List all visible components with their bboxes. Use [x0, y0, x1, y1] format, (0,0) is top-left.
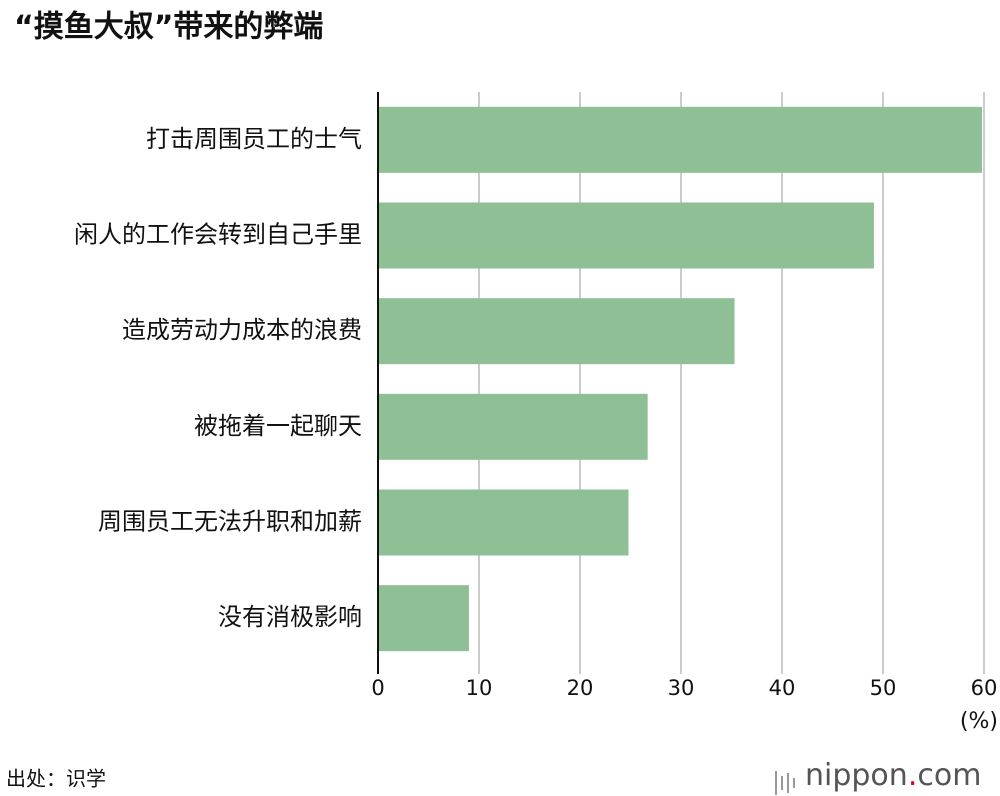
logo-dot: . [908, 758, 918, 793]
bar [378, 585, 469, 652]
y-tick-label: 打击周围员工的士气 [146, 125, 362, 153]
x-tick-label: 60 [971, 676, 998, 700]
logo-part: com [917, 758, 981, 793]
logo: nippon.com [805, 758, 981, 793]
x-tick-label: 20 [567, 676, 594, 700]
bar [378, 106, 982, 173]
logo-part: nippon [805, 758, 908, 793]
x-tick-label: 10 [466, 676, 493, 700]
bar [378, 393, 648, 460]
y-tick-label: 没有消极影响 [218, 603, 362, 631]
bar [378, 202, 874, 269]
x-unit: (%) [960, 709, 998, 734]
y-tick-label: 造成劳动力成本的浪费 [122, 316, 362, 344]
bar [378, 489, 629, 556]
y-tick-label: 被拖着一起聊天 [194, 412, 362, 440]
x-tick-label: 50 [870, 676, 897, 700]
x-tick-label: 40 [769, 676, 796, 700]
x-tick-label: 0 [371, 676, 384, 700]
bar [378, 298, 735, 365]
y-tick-label: 闲人的工作会转到自己手里 [74, 221, 362, 249]
y-tick-label: 周围员工无法升职和加薪 [98, 508, 362, 536]
x-tick-label: 30 [668, 676, 695, 700]
chart-title: “摸鱼大叔”带来的弊端 [14, 10, 323, 45]
source: 出处：识学 [6, 767, 106, 791]
logo-icon [775, 771, 795, 795]
